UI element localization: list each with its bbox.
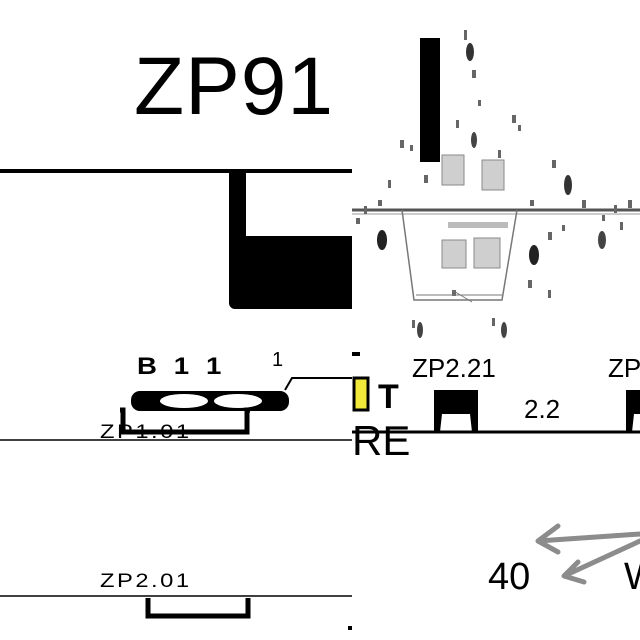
label-zp2-01: ZP2.01 xyxy=(100,571,192,592)
marker-t: T xyxy=(378,378,399,416)
top-horizontal-line xyxy=(0,169,352,173)
tab-zp-cut xyxy=(626,390,640,432)
vertical-stem xyxy=(229,169,246,247)
label-40: 40 xyxy=(488,556,531,598)
black-block xyxy=(229,236,352,309)
trapezoid xyxy=(401,209,518,301)
bracket-zp1 xyxy=(120,407,250,435)
yellow-marker xyxy=(352,376,370,412)
connector-loop-right xyxy=(214,394,262,408)
label-b11: B 1 1 xyxy=(137,353,226,380)
label-zp2-21: ZP2.21 xyxy=(412,353,496,383)
schematic-cluster xyxy=(352,30,640,338)
label-w: W xyxy=(624,558,640,596)
connector-wire xyxy=(284,377,352,391)
connector-body xyxy=(131,391,289,411)
corner-tick xyxy=(348,626,352,630)
zp91-title: ZP91 xyxy=(134,41,334,132)
track-graphic xyxy=(352,352,640,585)
lower-left-pane: B 1 1 1 ZP1.01 ZP2.01 xyxy=(0,350,352,640)
lower-right-pane: T ZP2.21 ZP 2.2 RE 40 W xyxy=(352,350,640,640)
vertical-bar xyxy=(420,38,440,162)
connector-loop-left xyxy=(160,394,208,408)
label-zp1-01: ZP1.01 xyxy=(100,422,192,443)
label-one: 1 xyxy=(272,350,284,371)
label-re: RE xyxy=(352,417,411,464)
tab-zp221 xyxy=(434,390,478,432)
arrow-graphic xyxy=(535,523,640,585)
label-2-2: 2.2 xyxy=(524,394,561,424)
top-right-pane xyxy=(352,0,640,350)
connector-graphic xyxy=(0,377,352,630)
top-left-pane: ZP91 xyxy=(0,0,352,350)
label-zp-cut: ZP xyxy=(608,353,640,383)
bracket-zp2 xyxy=(145,598,251,619)
